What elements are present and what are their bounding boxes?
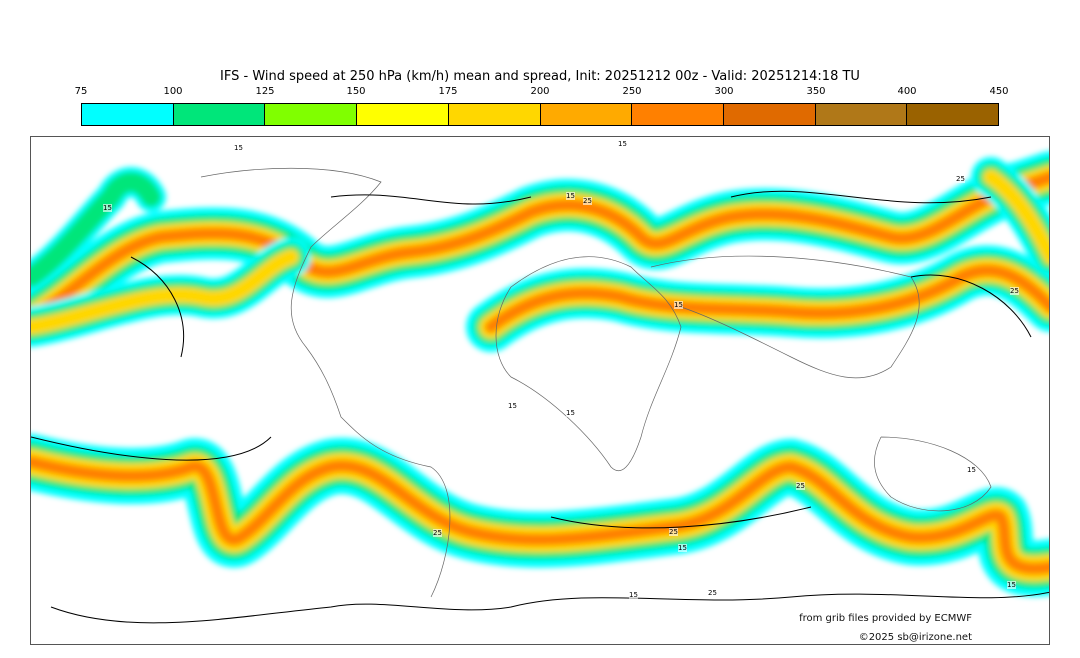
colorbar-tick: 350 [806, 86, 826, 97]
contour-label: 15 [629, 591, 638, 599]
colorbar-tick: 200 [530, 86, 550, 97]
colorbar-tick: 150 [346, 86, 366, 97]
wind-speed-band [31, 172, 161, 287]
colorbar-tick: 175 [438, 86, 458, 97]
contour-label: 15 [674, 301, 683, 309]
copyright-credit: ©2025 sb@irizone.net [858, 632, 972, 643]
wind-speed-band [983, 169, 1049, 265]
jet-stream-layer [31, 151, 1049, 624]
colorbar-tick: 300 [714, 86, 734, 97]
contour-label: 15 [967, 466, 976, 474]
contour-label: 15 [103, 204, 112, 212]
colorbar-cell [632, 104, 724, 125]
contour-label: 15 [1007, 581, 1016, 589]
contour-label: 25 [708, 589, 717, 597]
wind-speed-band [31, 456, 1049, 575]
colorbar-cell [357, 104, 449, 125]
colorbar-cell [173, 104, 266, 125]
wind-speed-map: 15 15 15 25 15 25 15 15 25 15 25 15 25 2… [30, 136, 1050, 645]
colorbar-tick: 100 [163, 86, 183, 97]
colorbar-cell [723, 104, 816, 125]
coastlines [31, 167, 1049, 624]
data-source-credit: from grib files provided by ECMWF [799, 613, 972, 624]
contour-label: 15 [508, 402, 517, 410]
colorbar-cell [907, 104, 999, 125]
colorbar-tick: 75 [74, 86, 88, 97]
colorbar-tick: 450 [989, 86, 1009, 97]
colorbar [81, 103, 999, 126]
contour-label: 15 [678, 544, 687, 552]
wind-speed-band [31, 249, 299, 335]
contour-label: 25 [1010, 287, 1019, 295]
contour-label: 25 [669, 528, 678, 536]
contour-label: 15 [566, 409, 575, 417]
colorbar-tick: 125 [255, 86, 275, 97]
colorbar-tick: 400 [897, 86, 917, 97]
contour-label: 25 [433, 529, 442, 537]
colorbar-cell [448, 104, 541, 125]
contour-label: 15 [566, 192, 575, 200]
contour-label: 25 [583, 197, 592, 205]
contour-label: 25 [796, 482, 805, 490]
contour-label: 15 [234, 144, 243, 152]
wind-speed-band [485, 264, 1049, 333]
colorbar-cell [540, 104, 633, 125]
wind-speed-band [31, 171, 1049, 323]
colorbar-cell [815, 104, 908, 125]
colorbar-tick: 250 [622, 86, 642, 97]
colorbar-cell [82, 104, 174, 125]
colorbar-cell [265, 104, 358, 125]
map-title: IFS - Wind speed at 250 hPa (km/h) mean … [220, 69, 860, 84]
contour-label: 15 [618, 140, 627, 148]
contour-label: 25 [956, 175, 965, 183]
